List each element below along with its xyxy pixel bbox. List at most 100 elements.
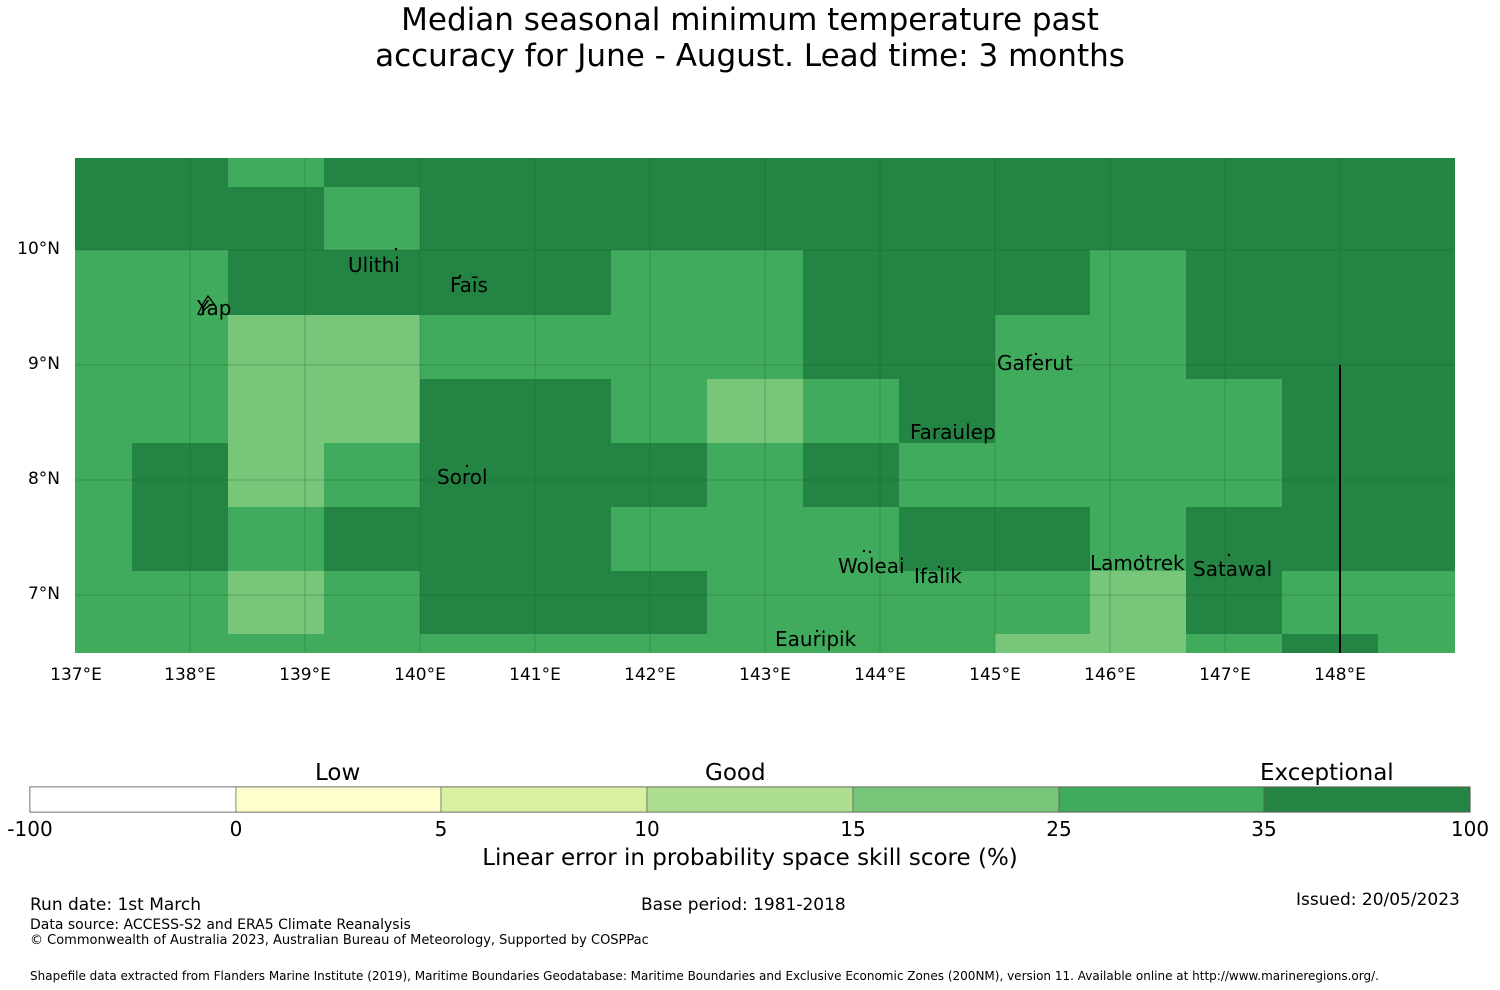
place-fais: Faīs <box>450 273 488 297</box>
place-ifalik: Ifalik <box>914 564 962 588</box>
skill-cell <box>1186 571 1282 634</box>
place-woleai: Woleai <box>838 554 905 578</box>
skill-cell <box>1186 250 1455 315</box>
island-dot <box>1139 554 1143 558</box>
place-satawal: Satawal <box>1193 557 1273 581</box>
skill-cell <box>228 187 324 250</box>
colorbar-swatches <box>29 786 1471 813</box>
island-dot <box>868 550 872 554</box>
issued-date: Issued: 20/05/2023 <box>1296 890 1460 910</box>
island-dot <box>1034 352 1038 356</box>
skill-cell <box>75 158 228 250</box>
skill-cell <box>420 443 707 507</box>
data-source: Data source: ACCESS-S2 and ERA5 Climate … <box>30 917 411 933</box>
skill-cell <box>803 250 1090 315</box>
lon-label-141e: 141°E <box>509 665 561 685</box>
skill-cell <box>899 379 995 443</box>
colorbar-tick: 0 <box>229 817 243 841</box>
colorbar-tick: -100 <box>7 817 53 841</box>
skill-cell <box>420 379 611 443</box>
island-dot <box>1227 553 1231 557</box>
lat-label-8n: 8°N <box>27 469 60 489</box>
base-period: Base period: 1981-2018 <box>641 895 846 915</box>
lat-label-10n: 10°N <box>17 239 60 259</box>
place-gaferut: Gaferut <box>997 351 1073 375</box>
title-line-2: accuracy for June - August. Lead time: 3… <box>375 38 1125 74</box>
island-dot <box>953 423 957 427</box>
skill-cell <box>1282 634 1378 653</box>
colorbar-tick: 25 <box>1046 817 1072 841</box>
skill-cell <box>1090 571 1186 653</box>
lon-label-144e: 144°E <box>854 665 906 685</box>
colorbar-swatch <box>235 786 442 813</box>
island-dot <box>394 247 398 251</box>
copyright: © Commonwealth of Australia 2023, Austra… <box>30 933 649 948</box>
skill-grid-cells <box>75 158 1455 653</box>
colorbar-tick: 5 <box>434 817 448 841</box>
place-faraulep: Faraulep <box>910 420 996 444</box>
skill-cell <box>228 443 324 507</box>
skill-cell <box>324 187 420 250</box>
colorbar-swatch <box>1263 786 1471 813</box>
island-dot <box>937 565 941 569</box>
colorbar-category-low: Low <box>315 760 361 786</box>
colorbar-swatch <box>29 786 237 813</box>
title-line-1: Median seasonal minimum temperature past <box>401 2 1099 38</box>
place-lamotrek: Lamotrek <box>1090 551 1185 575</box>
lat-label-7n: 7°N <box>27 584 60 604</box>
colorbar-swatch <box>1058 786 1265 813</box>
skill-cell <box>228 379 420 443</box>
skill-cell <box>228 315 420 379</box>
colorbar-swatch <box>852 786 1060 813</box>
skill-cell <box>803 315 995 379</box>
skill-cell <box>1282 443 1455 507</box>
shapefile-credit: Shapefile data extracted from Flanders M… <box>30 969 1379 983</box>
lon-label-139e: 139°E <box>279 665 331 685</box>
island-dot <box>465 464 469 468</box>
lon-label-142e: 142°E <box>624 665 676 685</box>
skill-cell <box>1090 250 1186 315</box>
lat-label-9n: 9°N <box>27 354 60 374</box>
colorbar-tick: 35 <box>1251 817 1277 841</box>
place-ulithi: Ulithi <box>348 253 400 277</box>
skill-cell <box>132 507 228 571</box>
skill-cell <box>420 158 1455 250</box>
colorbar-title: Linear error in probability space skill … <box>482 845 1018 871</box>
skill-cell <box>324 507 611 571</box>
lon-label-146e: 146°E <box>1084 665 1136 685</box>
place-sorol: Sorol <box>437 465 488 489</box>
skill-cell <box>611 250 803 315</box>
chart-title: Median seasonal minimum temperature past… <box>0 2 1500 74</box>
skill-cell <box>420 571 707 634</box>
colorbar-category-good: Good <box>705 760 766 786</box>
skill-cell <box>1186 315 1455 379</box>
island-dot <box>862 549 866 553</box>
colorbar-tick: 10 <box>634 817 660 841</box>
lon-label-145e: 145°E <box>969 665 1021 685</box>
place-eauripik: Eauripik <box>775 627 857 651</box>
run-date: Run date: 1st March <box>30 895 202 915</box>
skill-cell <box>228 158 324 187</box>
colorbar-tick: 15 <box>840 817 866 841</box>
skill-cell <box>899 507 1090 571</box>
colorbar-swatch <box>440 786 648 813</box>
skill-cell <box>707 379 803 443</box>
lon-label-140e: 140°E <box>394 665 446 685</box>
skill-cell <box>228 571 324 634</box>
lon-label-143e: 143°E <box>739 665 791 685</box>
lon-label-137e: 137°E <box>50 665 102 685</box>
skill-cell <box>1186 507 1455 571</box>
colorbar-category-exceptional: Exceptional <box>1260 760 1394 786</box>
skill-cell <box>803 443 899 507</box>
yap-island-outline <box>197 294 216 316</box>
colorbar-swatch <box>646 786 854 813</box>
island-dot <box>458 274 462 278</box>
lon-label-148e: 148°E <box>1314 665 1366 685</box>
lon-label-147e: 147°E <box>1199 665 1251 685</box>
skill-cell <box>324 158 420 187</box>
lon-label-138e: 138°E <box>164 665 216 685</box>
skill-cell <box>1282 379 1455 443</box>
island-markers <box>197 247 1231 633</box>
place-yap: Yap <box>197 296 232 320</box>
